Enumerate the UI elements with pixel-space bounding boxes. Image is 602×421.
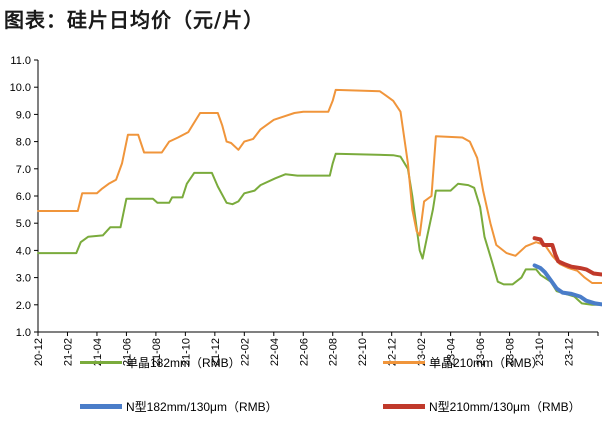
x-tick-label: 22-10: [357, 338, 369, 366]
y-tick-label: 9.0: [16, 109, 31, 121]
x-tick-label: 23-12: [564, 338, 576, 366]
series-line-4: [532, 236, 602, 277]
x-tick-label: 23-04: [446, 338, 458, 366]
x-tick-label: 22-12: [387, 338, 399, 366]
x-tick-label: 23-06: [475, 338, 487, 366]
x-tick-label: 21-10: [180, 338, 192, 366]
x-tick-label: 22-02: [239, 338, 251, 366]
x-axis: 20-12 21-02 21-04 21-06 21-08 21-10 21-12 22-02…: [33, 331, 599, 366]
y-tick-label: 5.0: [16, 218, 31, 230]
y-tick-label: 7.0: [16, 164, 31, 176]
y-tick-label: 11.0: [10, 55, 31, 67]
x-tick-label: 23-10: [534, 338, 546, 366]
series-group: [37, 88, 602, 307]
x-tick-label: 22-06: [298, 338, 310, 366]
x-tick-label: 21-12: [210, 338, 222, 366]
x-tick-label: 23-02: [416, 338, 428, 366]
x-tick-label: 22-08: [328, 338, 340, 366]
y-tick-label: 4.0: [16, 245, 31, 257]
series-line-3: [532, 263, 602, 307]
y-tick-label: 1.0: [16, 327, 31, 339]
series-line-1: [37, 152, 602, 306]
y-tick-label: 3.0: [16, 273, 31, 285]
x-tick-label: 21-04: [92, 338, 104, 366]
x-tick-label: 20-12: [33, 338, 45, 366]
x-tick-label: 23-08: [505, 338, 517, 366]
series-line-2: [37, 88, 602, 284]
chart-title: 图表：硅片日均价（元/片）: [4, 8, 265, 32]
y-tick-label: 2.0: [16, 300, 31, 312]
x-tick-label: 21-02: [62, 338, 74, 366]
y-tick-label: 10.0: [10, 82, 31, 94]
x-tick-label: 21-08: [151, 338, 163, 366]
y-axis: 1.0 2.0 3.0 4.0 5.0 6.0 7.0 8.0 9.0 10.0 11.0: [10, 55, 39, 339]
x-tick-label: 21-06: [121, 338, 133, 366]
y-tick-label: 6.0: [16, 191, 31, 203]
x-tick-label: 22-04: [269, 338, 281, 366]
y-tick-label: 8.0: [16, 137, 31, 149]
